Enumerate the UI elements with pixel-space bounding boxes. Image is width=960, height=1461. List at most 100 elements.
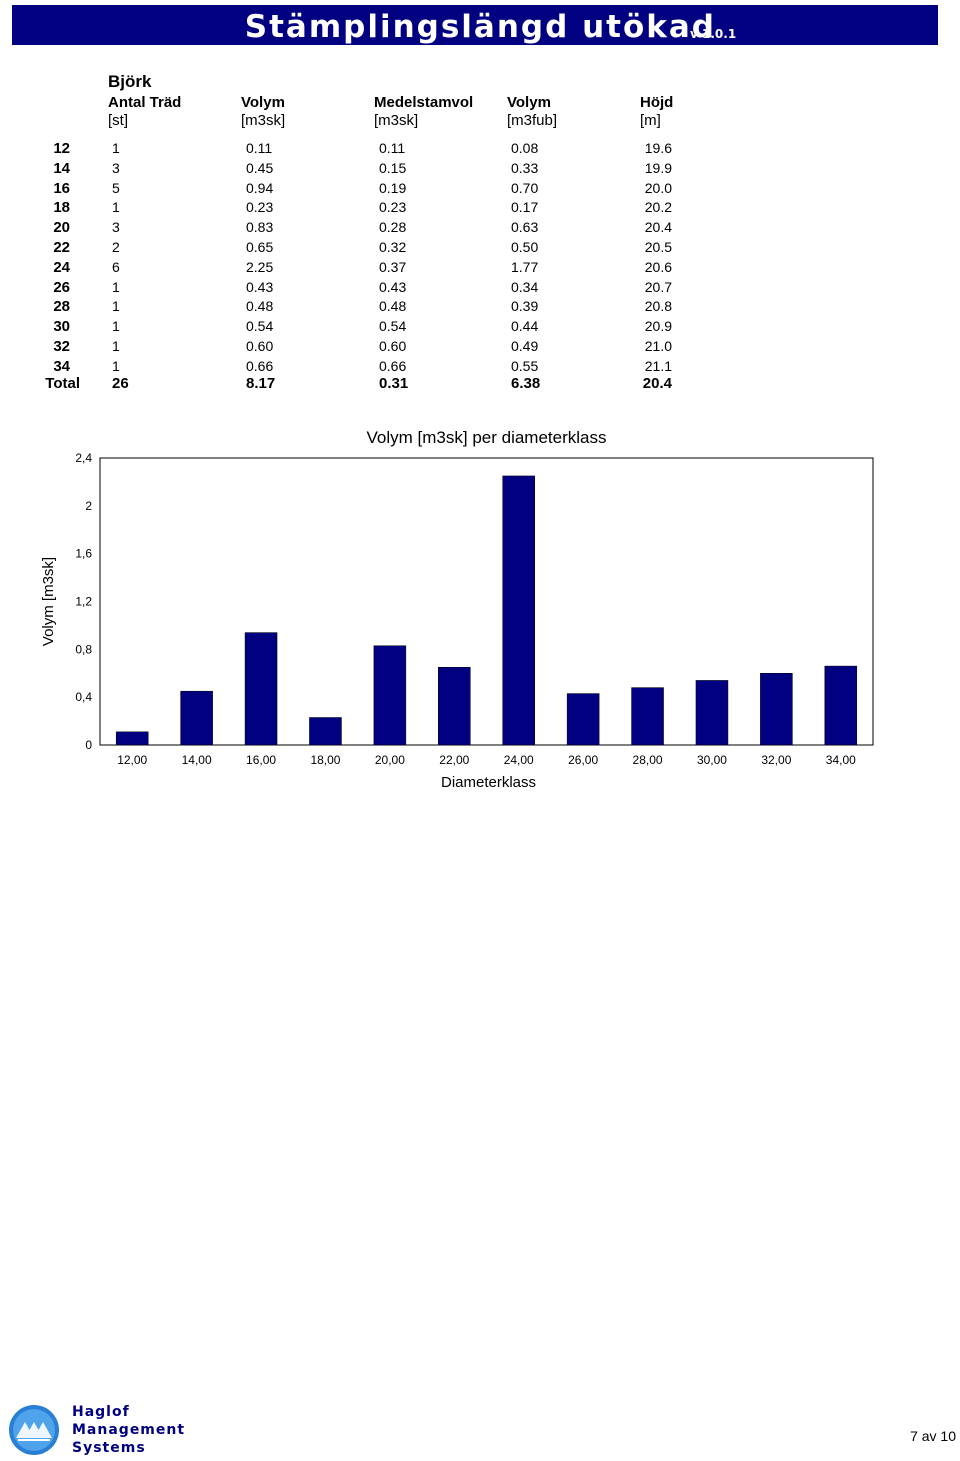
x-tick-label: 32,00 (761, 753, 791, 767)
col-unit-hojd: [m] (640, 112, 661, 129)
cell-medel: 0.28 (379, 219, 407, 236)
cell-fub: 0.34 (511, 278, 539, 295)
cell-fub: 0.08 (511, 140, 539, 156)
x-tick-label: 24,00 (504, 753, 534, 767)
cell-dia: 18 (53, 199, 70, 217)
cell-fub: 0.55 (511, 357, 539, 374)
cell-fub: 0.33 (511, 159, 539, 176)
cell-dia: 24 (53, 258, 70, 276)
bar (244, 632, 278, 746)
cell-medel: 0.15 (379, 159, 407, 176)
cell-fub: 0.49 (511, 338, 539, 354)
total-medel: 0.31 (379, 375, 409, 392)
total-antal: 26 (112, 375, 129, 392)
col-header-antal: Antal Träd (108, 94, 182, 111)
col-header-hojd: Höjd (640, 94, 674, 111)
y-tick-label: 0 (85, 738, 92, 752)
cell-volym: 2.25 (246, 258, 274, 275)
bar (502, 475, 535, 746)
bar (760, 673, 793, 746)
cell-hojd: 19.9 (644, 159, 672, 176)
cell-dia: 20 (53, 219, 70, 237)
cell-medel: 0.66 (379, 357, 407, 374)
cell-antal: 1 (112, 357, 120, 374)
col-unit-antal: [st] (108, 112, 129, 129)
cell-medel: 0.60 (379, 338, 407, 354)
bar (309, 717, 342, 746)
chart-title: Volym [m3sk] per diameterklass (367, 428, 607, 447)
cell-hojd: 20.8 (644, 298, 672, 315)
cell-dia: 30 (53, 318, 70, 336)
cell-dia: 12 (53, 140, 70, 157)
bar (566, 693, 600, 746)
brand-line-2: Management (72, 1422, 186, 1438)
cell-volym: 0.54 (246, 318, 274, 335)
cell-fub: 0.50 (511, 239, 539, 255)
version-label: v 1.0.1 (690, 27, 737, 41)
table-row: 30 1 0.54 0.54 0.44 20.9 (0, 318, 960, 338)
cell-hojd: 19.6 (644, 140, 672, 156)
cell-antal: 6 (112, 258, 120, 275)
cell-hojd: 20.6 (644, 258, 672, 275)
table-row: 12 1 0.11 0.11 0.08 19.6 (0, 140, 960, 160)
y-axis-label: Volym [m3sk] (40, 557, 57, 646)
cell-medel: 0.54 (379, 318, 407, 335)
bar (631, 687, 664, 746)
cell-dia: 34 (53, 357, 70, 375)
title-bar: Stämplingslängd utökad v 1.0.1 (12, 5, 938, 45)
table-row: 24 6 2.25 0.37 1.77 20.6 (0, 259, 960, 279)
cell-dia: 16 (53, 179, 70, 197)
cell-medel: 0.32 (379, 239, 407, 255)
cell-dia: 28 (53, 298, 70, 316)
cell-hojd: 20.2 (644, 199, 672, 216)
cell-hojd: 20.5 (644, 239, 672, 255)
y-tick-label: 1,6 (75, 547, 92, 561)
cell-volym: 0.60 (246, 338, 274, 354)
cell-volym: 0.11 (246, 140, 273, 156)
total-fub: 6.38 (511, 375, 541, 392)
species-label: Björk (108, 72, 152, 91)
brand-name: Haglof Management Systems (72, 1403, 185, 1457)
cell-antal: 3 (112, 159, 120, 176)
cell-volym: 0.83 (246, 219, 274, 236)
col-header-medelstamvol: Medelstamvol (374, 94, 474, 111)
x-tick-label: 28,00 (633, 753, 663, 767)
cell-antal: 1 (112, 140, 120, 156)
col-header-volym-fub: Volym (507, 94, 551, 111)
x-tick-label: 20,00 (375, 753, 405, 767)
table-row: 20 3 0.83 0.28 0.63 20.4 (0, 219, 960, 239)
y-tick-label: 0,8 (75, 642, 92, 656)
cell-hojd: 20.9 (644, 318, 672, 335)
cell-volym: 0.43 (246, 278, 274, 295)
cell-volym: 0.23 (246, 199, 274, 216)
bar (373, 645, 407, 746)
cell-hojd: 20.7 (644, 278, 672, 295)
page-title: Stämplingslängd utökad (244, 9, 716, 45)
cell-dia: 14 (53, 159, 70, 177)
page-number: 7 av 10 (910, 1428, 956, 1444)
cell-medel: 0.48 (379, 298, 407, 315)
cell-dia: 26 (53, 278, 70, 296)
y-tick-label: 2 (85, 499, 92, 513)
cell-volym: 0.65 (246, 239, 274, 255)
table-row: 18 1 0.23 0.23 0.17 20.2 (0, 199, 960, 219)
x-axis-label: Diameterklass (441, 774, 536, 791)
bar (180, 690, 213, 746)
cell-antal: 5 (112, 179, 120, 196)
col-unit-volym-fub: [m3fub] (507, 112, 558, 129)
y-tick-label: 0,4 (75, 690, 92, 704)
cell-antal: 1 (112, 338, 120, 354)
col-unit-medelstamvol: [m3sk] (374, 112, 419, 129)
cell-volym: 0.66 (246, 357, 274, 374)
plot-area (99, 457, 874, 746)
bar (824, 665, 858, 746)
volume-bar-chart: Volym [m3sk] per diameterklass 0 0,4 0,8 1,2… (40, 428, 874, 791)
cell-medel: 0.11 (379, 140, 406, 156)
x-tick-label: 16,00 (246, 753, 276, 767)
total-row: Total 26 8.17 0.31 6.38 20.4 (0, 375, 960, 395)
cell-volym: 0.48 (246, 298, 274, 315)
table-row: 14 3 0.45 0.15 0.33 19.9 (0, 160, 960, 180)
table-row: 22 2 0.65 0.32 0.50 20.5 (0, 239, 960, 259)
x-tick-label: 26,00 (568, 753, 598, 767)
cell-fub: 0.44 (511, 318, 539, 335)
